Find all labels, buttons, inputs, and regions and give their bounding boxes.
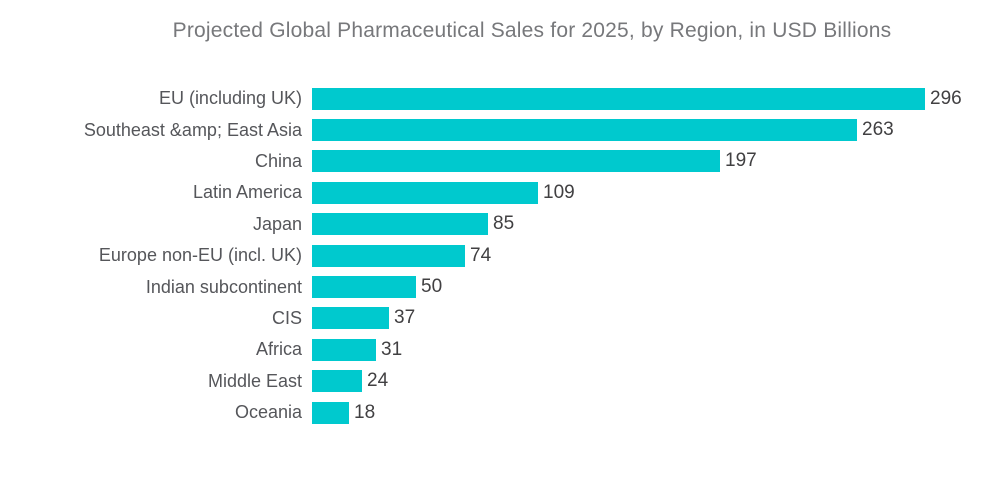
bar-row: Africa 31: [0, 334, 1000, 365]
value-label: 197: [725, 150, 757, 172]
category-label: Southeast &amp; East Asia: [83, 119, 302, 140]
bar[interactable]: [312, 401, 349, 424]
category-label: Japan: [252, 213, 302, 234]
value-label: 296: [930, 87, 962, 109]
bar-row: Indian subcontinent 50: [0, 271, 1000, 302]
bar-area: 85: [312, 209, 1000, 240]
category-label: CIS: [271, 307, 302, 328]
category-label: EU (including UK): [158, 88, 302, 109]
value-label: 109: [543, 181, 575, 203]
bar-row: China 197: [0, 146, 1000, 177]
chart-title: Projected Global Pharmaceutical Sales fo…: [172, 19, 892, 42]
bar-row: Japan 85: [0, 209, 1000, 240]
value-label: 24: [367, 370, 389, 392]
bar-area: 31: [312, 334, 1000, 365]
category-label: Oceania: [234, 402, 302, 423]
category-label: Latin America: [192, 182, 302, 203]
bar[interactable]: [312, 213, 488, 236]
bar[interactable]: [312, 150, 720, 173]
bar[interactable]: [312, 276, 416, 299]
bar-row: Middle East 24: [0, 366, 1000, 397]
value-label: 18: [354, 401, 376, 423]
bar[interactable]: [312, 181, 538, 204]
value-label: 31: [381, 338, 403, 360]
bar-row: CIS 37: [0, 303, 1000, 334]
bar-area: 50: [312, 271, 1000, 302]
category-label: China: [254, 150, 302, 171]
category-label: Africa: [255, 339, 302, 360]
bar-area: 37: [312, 303, 1000, 334]
value-label: 37: [394, 307, 416, 329]
bar-area: 296: [312, 83, 1000, 114]
bar-area: 18: [312, 397, 1000, 428]
bar-rows: EU (including UK) 296 Southeast &amp; East…: [0, 83, 1000, 428]
bar[interactable]: [312, 87, 925, 110]
bar-row: Southeast &amp; East Asia 263: [0, 114, 1000, 145]
bar[interactable]: [312, 244, 465, 267]
bar-row: EU (including UK) 296: [0, 83, 1000, 114]
bar-area: 74: [312, 240, 1000, 271]
value-label: 74: [470, 244, 492, 266]
value-label: 50: [421, 276, 443, 298]
category-label: Middle East: [207, 370, 302, 391]
bar-area: 24: [312, 366, 1000, 397]
bar[interactable]: [312, 370, 362, 393]
bar-area: 197: [312, 146, 1000, 177]
bar-row: Europe non-EU (incl. UK) 74: [0, 240, 1000, 271]
value-label: 85: [493, 213, 515, 235]
bar[interactable]: [312, 307, 389, 330]
bar-row: Oceania 18: [0, 397, 1000, 428]
category-label: Europe non-EU (incl. UK): [98, 245, 302, 266]
category-label: Indian subcontinent: [145, 276, 302, 297]
bar-area: 263: [312, 114, 1000, 145]
bar-row: Latin America 109: [0, 177, 1000, 208]
bar[interactable]: [312, 338, 376, 361]
value-label: 263: [862, 119, 894, 141]
bar-area: 109: [312, 177, 1000, 208]
bar[interactable]: [312, 119, 857, 142]
